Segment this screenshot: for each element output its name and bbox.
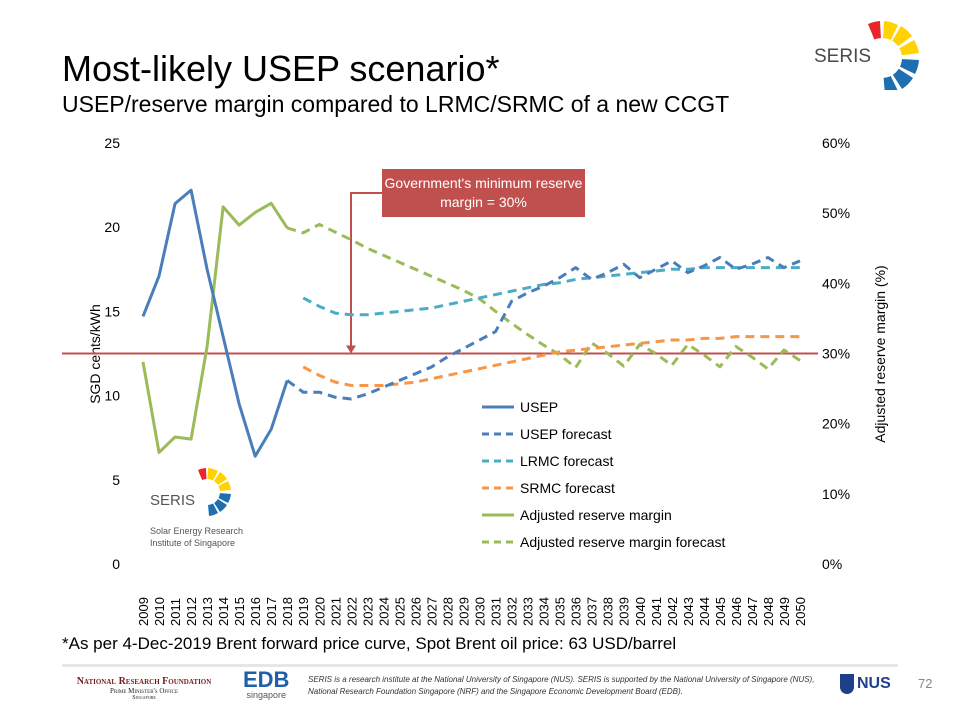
x-tick-label: 2011 — [168, 598, 183, 626]
series-line-adjusted-reserve-margin — [141, 201, 289, 454]
footnote: *As per 4-Dec-2019 Brent forward price c… — [62, 634, 677, 653]
x-tick-label: 2025 — [392, 597, 407, 626]
y2-tick-label: 30% — [822, 346, 850, 362]
x-tick-label: 2021 — [328, 597, 343, 626]
x-tick-label: 2016 — [248, 597, 263, 626]
nrf-pmo: Prime Minister's Office — [110, 687, 178, 695]
series-line-usep — [141, 188, 289, 458]
y-tick-label: 25 — [104, 135, 120, 151]
legend-label: SRMC forecast — [520, 480, 615, 496]
nus-logo: NUS — [840, 674, 891, 694]
x-tick-label: 2022 — [344, 597, 359, 626]
seris-inset-name: SERIS — [150, 492, 196, 509]
x-tick-label: 2015 — [232, 597, 247, 626]
x-tick-label: 2046 — [729, 597, 744, 626]
x-tick-label: 2043 — [681, 597, 696, 626]
page-subtitle: USEP/reserve margin compared to LRMC/SRM… — [62, 91, 730, 117]
nus-name: NUS — [857, 675, 891, 693]
nrf-sg: Singapore — [132, 695, 156, 701]
x-tick-label: 2048 — [761, 597, 776, 626]
x-tick-label: 2029 — [456, 597, 471, 626]
x-tick-label: 2027 — [424, 597, 439, 626]
x-tick-label: 2030 — [473, 597, 488, 626]
footer-text: SERIS is a research institute at the Nat… — [308, 675, 815, 696]
y2-tick-label: 10% — [822, 486, 850, 502]
x-tick-label: 2044 — [697, 597, 712, 626]
page-number: 72 — [918, 676, 933, 691]
nus-crest-icon — [840, 674, 854, 694]
x-tick-label: 2038 — [601, 597, 616, 626]
x-tick-label: 2035 — [553, 597, 568, 626]
series-line-lrmc-forecast — [302, 266, 800, 317]
y-tick-label: 5 — [112, 472, 120, 488]
series-line-srmc-forecast — [302, 335, 800, 387]
x-tick-label: 2045 — [713, 597, 728, 626]
legend-label: Adjusted reserve margin — [520, 507, 672, 523]
x-tick-label: 2041 — [649, 597, 664, 626]
x-tick-label: 2010 — [152, 597, 167, 626]
x-tick-label: 2040 — [633, 597, 648, 626]
y-tick-label: 10 — [104, 388, 120, 404]
y2-axis-label: Adjusted reserve margin (%) — [872, 265, 888, 442]
callout-arrowhead-icon — [346, 345, 356, 354]
x-tick-label: 2032 — [505, 597, 520, 626]
x-tick-label: 2018 — [280, 597, 295, 626]
y-tick-label: 0 — [112, 556, 120, 572]
x-tick-label: 2050 — [793, 597, 808, 626]
nrf-name: National Research Foundation — [76, 676, 212, 687]
x-tick-label: 2020 — [312, 597, 327, 626]
x-tick-label: 2047 — [745, 597, 760, 626]
x-tick-label: 2036 — [569, 597, 584, 626]
page-title: Most-likely USEP scenario* — [62, 48, 500, 89]
x-tick-label: 2031 — [489, 597, 504, 626]
y-tick-label: 15 — [104, 303, 120, 319]
x-tick-label: 2042 — [665, 597, 680, 626]
footer-divider — [62, 664, 898, 667]
x-tick-label: 2009 — [136, 597, 151, 626]
seris-logo-text: SERIS — [814, 46, 872, 67]
y2-tick-label: 0% — [822, 556, 842, 572]
legend-label: LRMC forecast — [520, 453, 613, 469]
seris-logo-icon — [862, 21, 919, 90]
x-tick-label: 2039 — [617, 597, 632, 626]
x-tick-label: 2033 — [521, 597, 536, 626]
x-tick-label: 2026 — [408, 597, 423, 626]
x-tick-label: 2024 — [376, 597, 391, 626]
seris-inset-subtitle: Solar Energy Research Institute of Singa… — [150, 526, 244, 548]
nrf-logo: National Research Foundation Prime Minis… — [62, 676, 226, 701]
x-tick-label: 2049 — [777, 597, 792, 626]
y2-tick-label: 40% — [822, 275, 850, 291]
x-tick-label: 2014 — [216, 597, 231, 626]
series-line-usep-forecast — [286, 256, 801, 401]
y2-tick-label: 50% — [822, 205, 850, 221]
edb-logo: EDB singapore — [243, 667, 290, 701]
y-tick-label: 20 — [104, 219, 120, 235]
x-tick-label: 2034 — [537, 597, 552, 626]
x-tick-label: 2019 — [296, 597, 311, 626]
callout-arrow — [350, 192, 384, 348]
x-tick-label: 2028 — [440, 597, 455, 626]
legend-label: USEP forecast — [520, 426, 612, 442]
x-tick-label: 2037 — [585, 597, 600, 626]
x-tick-label: 2017 — [264, 597, 279, 626]
legend-label: USEP — [520, 399, 558, 415]
edb-name: EDB — [243, 667, 290, 692]
edb-sub: singapore — [246, 690, 286, 700]
x-tick-label: 2023 — [360, 597, 375, 626]
x-tick-label: 2012 — [184, 597, 199, 626]
legend-label: Adjusted reserve margin forecast — [520, 534, 726, 550]
minimum-reserve-callout: Government's minimum reserve margin = 30… — [382, 169, 585, 217]
y2-tick-label: 60% — [822, 135, 850, 151]
x-tick-label: 2013 — [200, 597, 215, 626]
y2-tick-label: 20% — [822, 416, 850, 432]
seris-inset-logo-icon — [194, 468, 231, 516]
series-line-adjusted-reserve-margin-forecast — [286, 222, 801, 371]
